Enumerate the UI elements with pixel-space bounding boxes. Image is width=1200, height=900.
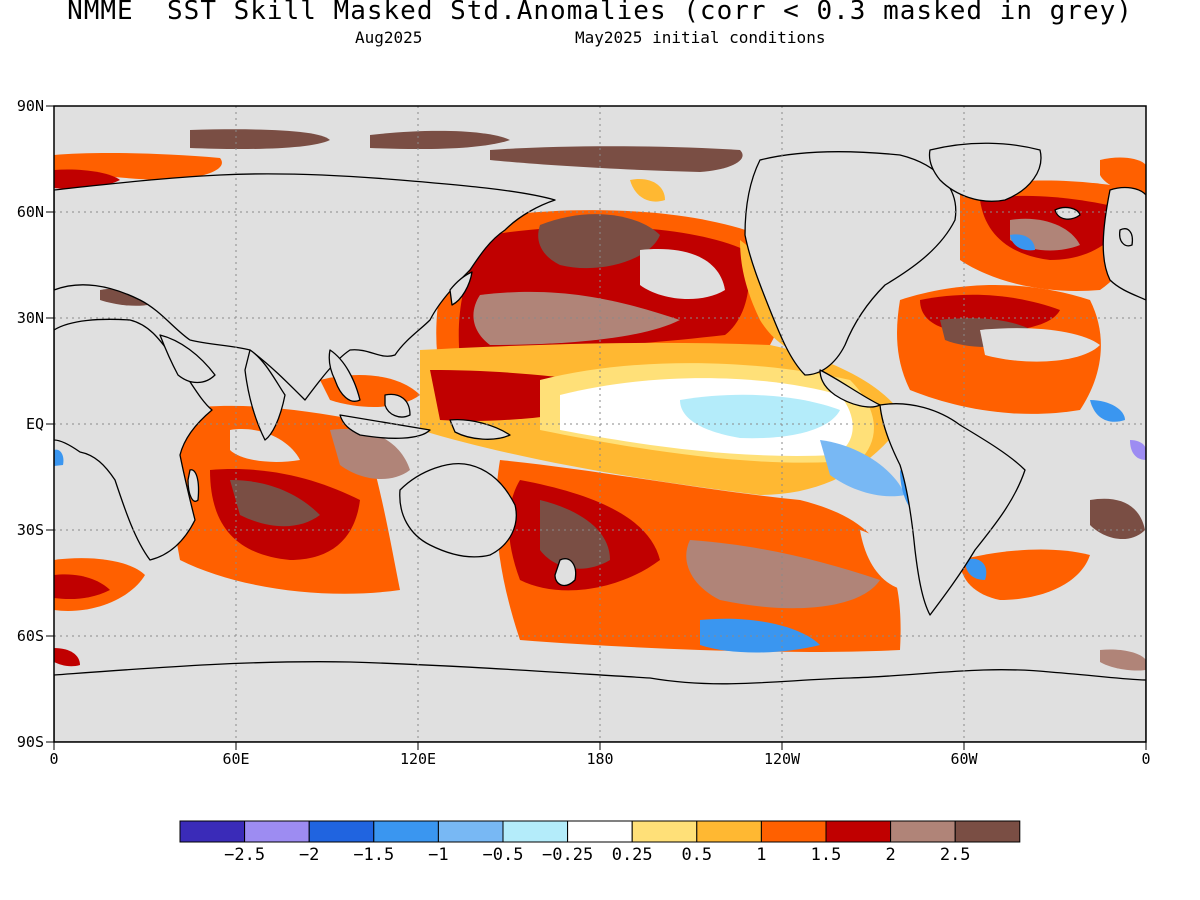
indonesia (339, 414, 431, 439)
india (244, 349, 286, 441)
madagascar (187, 469, 200, 502)
new-guinea (449, 419, 511, 440)
lat-label-eq: EQ (25, 415, 44, 433)
lon-label-120e: 120E (399, 750, 437, 768)
colorbar-label: 2.5 (939, 845, 971, 865)
lon-label-0-east: 0 (1141, 750, 1151, 768)
colorbar-label: −1.5 (353, 845, 395, 865)
colorbar-label: 1.5 (810, 845, 842, 865)
land-masses (54, 142, 1146, 742)
lat-label-30n: 30N (16, 309, 44, 327)
map-graticule (54, 106, 1146, 742)
lat-label-90s: 90S (16, 733, 44, 751)
colorbar-label: −0.5 (482, 845, 524, 865)
greenland (928, 142, 1042, 202)
colorbar-swatch (502, 820, 569, 843)
uk (1119, 228, 1134, 247)
lon-label-120w: 120W (763, 750, 801, 768)
australia (399, 463, 517, 558)
iceland (1054, 206, 1081, 220)
colorbar-swatch (760, 820, 827, 843)
colorbar-swatch (179, 820, 246, 843)
africa (54, 318, 213, 561)
colorbar-label: 1 (756, 845, 767, 865)
japan (449, 271, 473, 306)
colorbar-swatch (567, 820, 633, 843)
eurasia (54, 173, 556, 401)
colorbar-label: −1 (428, 845, 449, 865)
lat-label-30s: 30S (16, 521, 44, 539)
forecast-month: Aug2025 (355, 28, 423, 47)
colorbar (179, 820, 1021, 843)
lon-label-60w: 60W (950, 750, 978, 768)
colorbar-label: −2.5 (224, 845, 266, 865)
lon-label-60e: 60E (222, 750, 250, 768)
lon-label-0: 0 (49, 750, 59, 768)
colorbar-swatch (890, 820, 956, 843)
new-zealand (554, 558, 577, 587)
colorbar-swatch (954, 820, 1021, 843)
central-america (819, 369, 881, 408)
colorbar-label: −0.25 (542, 845, 594, 865)
colorbar-label: 2 (885, 845, 896, 865)
colorbar-swatch (825, 820, 892, 843)
colorbar-swatch (373, 820, 439, 843)
lon-label-180: 180 (586, 750, 614, 768)
colorbar-label: 0.5 (681, 845, 713, 865)
lat-label-60s: 60S (16, 627, 44, 645)
initial-conditions: May2025 initial conditions (575, 28, 826, 47)
colorbar-swatch (696, 820, 762, 843)
colorbar-swatch (631, 820, 698, 843)
colorbar-label: 0.25 (611, 845, 653, 865)
colorbar-swatch (437, 820, 504, 843)
axis-ticks (46, 105, 1147, 750)
north-america (744, 151, 957, 376)
map-title: NMME SST Skill Masked Std.Anomalies (cor… (67, 0, 1133, 26)
colorbar-swatch (308, 820, 375, 843)
arabia (159, 334, 216, 384)
borneo (384, 393, 411, 418)
colorbar-swatch (244, 820, 310, 843)
indochina (328, 349, 361, 402)
colorbar-label: −2 (298, 845, 320, 865)
lat-label-60n: 60N (16, 203, 44, 221)
lat-label-90n: 90N (16, 97, 44, 115)
south-america (879, 403, 1026, 616)
